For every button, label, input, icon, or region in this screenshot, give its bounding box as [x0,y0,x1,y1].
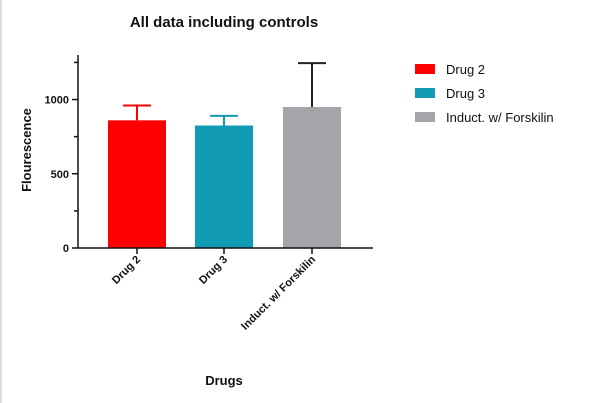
x-tick-label: Drug 2 [110,254,143,287]
y-axis-label: Flourescence [19,108,34,192]
x-tick-label: Induct. w/ Forskilin [239,253,318,332]
bar-3 [283,106,341,248]
chart-title: All data including controls [130,14,318,31]
legend: Drug 2 Drug 3 Induct. w/ Forskilin [415,62,554,125]
legend-label: Drug 2 [446,62,485,77]
legend-label: Drug 3 [446,86,485,101]
plot-area: 0 500 1000 Drug 2 Drug 3 Induct. w/ Forskilin [45,55,373,333]
y-tick-label: 0 [63,243,69,255]
legend-swatch [415,64,435,74]
legend-swatch [415,112,435,122]
bar-1 [108,120,166,248]
x-axis-label: Drugs [205,373,243,388]
x-tick-label: Drug 3 [197,254,230,287]
legend-swatch [415,88,435,98]
y-tick-label: 1000 [45,95,69,107]
y-tick-label: 500 [51,169,69,181]
bar-2 [195,125,253,248]
legend-label: Induct. w/ Forskilin [446,110,554,125]
